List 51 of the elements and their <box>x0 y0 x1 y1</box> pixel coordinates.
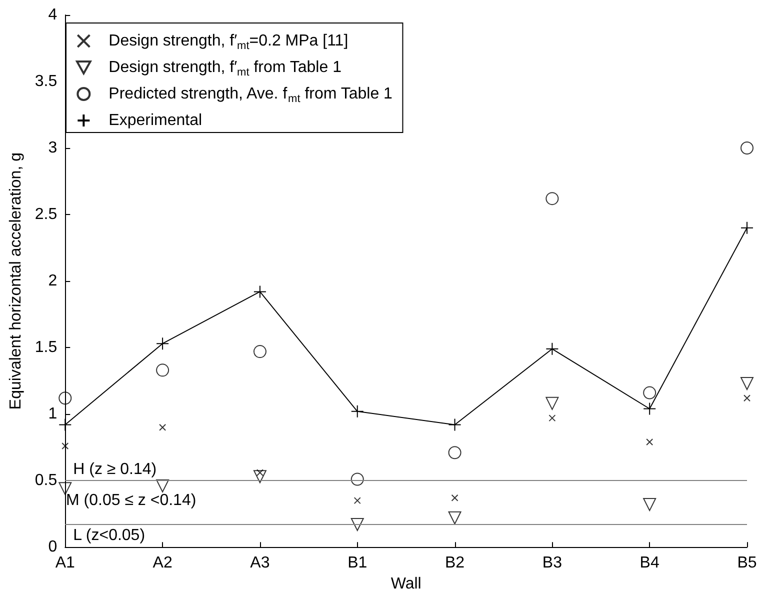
x-tick-label: B1 <box>348 554 368 572</box>
y-tick-label: 0.5 <box>34 472 58 490</box>
point <box>156 364 170 377</box>
y-tick-label: 0 <box>48 538 58 556</box>
point <box>448 511 462 524</box>
y-tick-label: 1 <box>48 406 58 423</box>
y-tick-label: 1.5 <box>34 339 58 356</box>
point <box>58 482 72 496</box>
point <box>256 469 264 476</box>
y-tick-label: 4 <box>48 6 58 24</box>
point <box>253 285 266 298</box>
y-tick-label: 3.5 <box>34 73 58 90</box>
x-tick-label: A2 <box>152 554 172 572</box>
x-tick-label: B3 <box>542 554 562 572</box>
point <box>350 472 364 486</box>
y-tick-label: 2.5 <box>34 206 58 224</box>
y-tick-label: 2 <box>48 272 58 290</box>
point <box>159 424 166 431</box>
x-tick-label: B4 <box>640 554 660 572</box>
x-axis-title: Wall <box>390 576 422 592</box>
x-tick-label: B2 <box>444 554 465 572</box>
ref-line-label: L (z<0.05) <box>73 526 146 544</box>
x-tick-label: A1 <box>55 554 76 572</box>
point <box>350 518 364 531</box>
point <box>156 479 170 492</box>
point <box>253 470 266 484</box>
point <box>548 414 556 422</box>
point <box>643 498 656 512</box>
y-tick-label: 3 <box>48 140 58 157</box>
ref-line-label: H (z ≥ 0.14) <box>73 461 157 478</box>
point <box>58 392 72 405</box>
point <box>451 494 458 502</box>
y-axis-title: Equivalent horizontal acceleration, g <box>8 152 24 410</box>
point <box>643 386 656 400</box>
point <box>740 142 754 155</box>
point <box>546 342 559 356</box>
x-tick-label: B5 <box>737 554 757 572</box>
point <box>448 446 462 460</box>
point <box>156 337 170 350</box>
point <box>354 497 361 504</box>
point <box>740 376 754 390</box>
x-tick-label: A3 <box>250 554 270 572</box>
point <box>253 345 266 358</box>
annotation: M (0.05 ≤ z <0.14) <box>66 492 196 510</box>
legend-label: Experimental <box>108 112 202 129</box>
point <box>546 192 559 206</box>
point <box>643 402 656 416</box>
point <box>744 394 750 402</box>
point <box>62 442 69 450</box>
point <box>646 438 654 446</box>
point <box>546 396 559 410</box>
